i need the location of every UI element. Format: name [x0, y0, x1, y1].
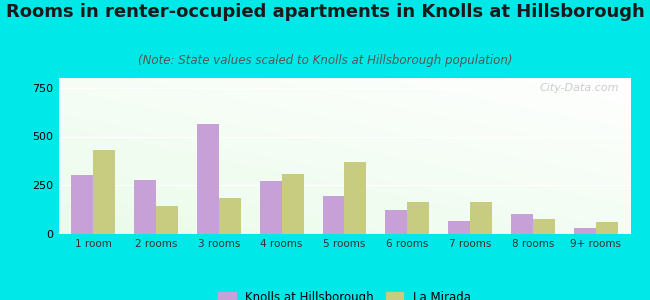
Text: City-Data.com: City-Data.com	[540, 83, 619, 93]
Bar	[533, 219, 555, 234]
Bar	[344, 162, 367, 234]
Bar	[281, 173, 304, 234]
Bar	[448, 221, 470, 234]
Text: Rooms in renter-occupied apartments in Knolls at Hillsborough: Rooms in renter-occupied apartments in K…	[6, 3, 644, 21]
Legend: Knolls at Hillsborough, La Mirada: Knolls at Hillsborough, La Mirada	[213, 287, 476, 300]
Bar	[134, 180, 156, 234]
Bar	[259, 181, 281, 234]
Bar	[408, 202, 430, 234]
Bar	[219, 198, 240, 234]
Bar	[511, 214, 533, 234]
Bar	[385, 210, 408, 234]
Bar	[596, 222, 618, 234]
Bar	[93, 150, 115, 234]
Bar	[322, 196, 344, 234]
Bar	[197, 124, 219, 234]
Bar	[71, 175, 93, 234]
Text: (Note: State values scaled to Knolls at Hillsborough population): (Note: State values scaled to Knolls at …	[138, 54, 512, 67]
Bar	[156, 206, 178, 234]
Bar	[574, 228, 596, 234]
Bar	[470, 202, 492, 234]
